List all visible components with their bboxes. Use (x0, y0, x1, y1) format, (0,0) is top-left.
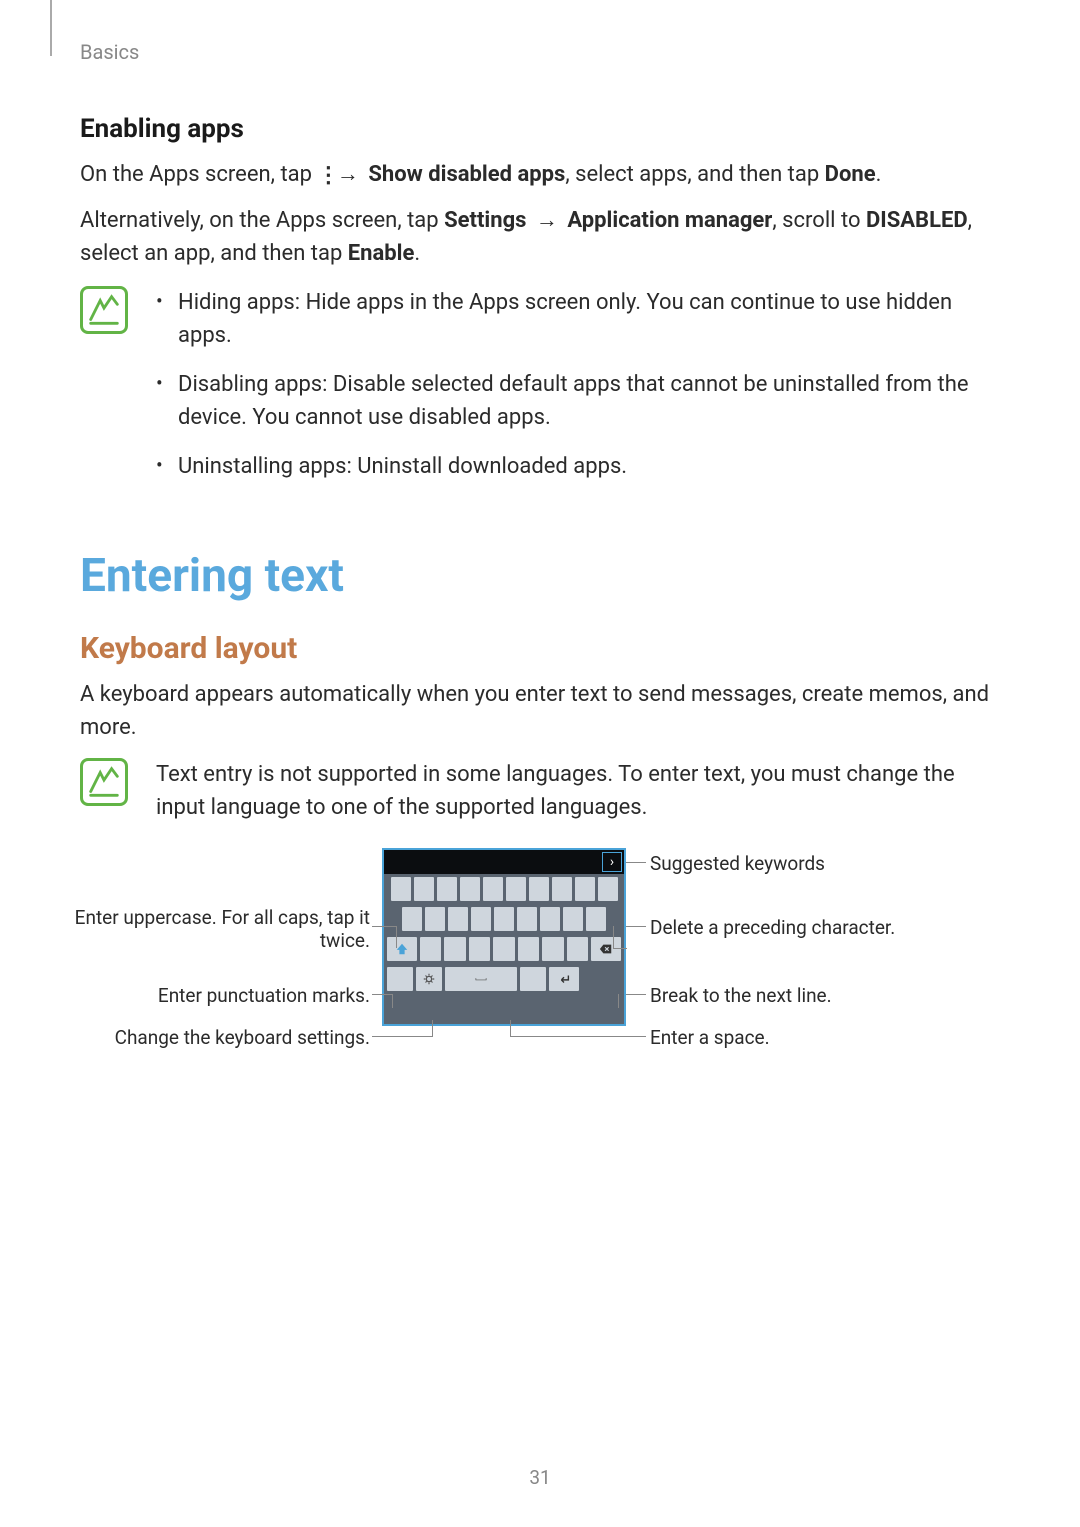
key (494, 907, 514, 931)
callout-uppercase: Enter uppercase. For all caps, tap it tw… (70, 906, 370, 954)
keyboard-diagram: › Suggested keywords Delete (80, 848, 1000, 1068)
key (469, 937, 490, 961)
list-item: Uninstalling apps: Uninstall downloaded … (156, 450, 1000, 483)
key-row (384, 904, 624, 934)
leader-line (618, 994, 619, 1008)
key (542, 937, 563, 961)
callout-settings: Change the keyboard settings. (70, 1026, 370, 1050)
key (586, 907, 606, 931)
text: , select apps, and then tap (565, 162, 824, 187)
more-icon (317, 159, 327, 192)
leader-line (510, 1036, 646, 1037)
callout-suggested: Suggested keywords (650, 852, 970, 876)
text-bold: Done (825, 162, 876, 187)
key (567, 937, 588, 961)
enabling-para-1: On the Apps screen, tap → Show disabled … (80, 158, 1000, 192)
note-single: Text entry is not supported in some lang… (80, 758, 1000, 824)
leader-line (396, 926, 397, 948)
header-rule (50, 0, 52, 56)
key (552, 877, 572, 901)
arrow-icon: → (337, 162, 359, 187)
key-row (384, 874, 624, 904)
leader-line (626, 994, 646, 995)
key (529, 877, 549, 901)
note-icon (80, 758, 128, 806)
leader-line (613, 948, 627, 949)
page-number: 31 (0, 1466, 1080, 1489)
key (493, 937, 514, 961)
callout-punct: Enter punctuation marks. (70, 984, 370, 1008)
leader-line (372, 994, 392, 995)
key (506, 877, 526, 901)
suggestion-bar: › (384, 850, 624, 874)
chevron-right-icon: › (602, 852, 622, 872)
arrow-icon: → (536, 208, 558, 233)
key (391, 877, 411, 901)
key (448, 907, 468, 931)
enabling-para-2: Alternatively, on the Apps screen, tap S… (80, 204, 1000, 270)
callout-break: Break to the next line. (650, 984, 970, 1008)
list-item: Disabling apps: Disable selected default… (156, 368, 1000, 434)
leader-line (372, 1036, 432, 1037)
key (518, 937, 539, 961)
text: . (876, 162, 882, 187)
callout-delete: Delete a preceding character. (650, 916, 970, 940)
leader-line (372, 926, 396, 927)
key (483, 877, 503, 901)
note-block: Hiding apps: Hide apps in the Apps scree… (80, 286, 1000, 499)
settings-key (416, 967, 442, 991)
note-bullets: Hiding apps: Hide apps in the Apps scree… (156, 286, 1000, 499)
text-bold: Application manager (567, 208, 772, 233)
entering-heading: Entering text (80, 549, 1000, 603)
text: , scroll to (772, 208, 866, 233)
key (437, 877, 457, 901)
text-bold: Enable (348, 241, 415, 266)
text: Alternatively, on the Apps screen, tap (80, 208, 444, 233)
note-icon (80, 286, 128, 334)
enter-key (549, 967, 579, 991)
space-key (445, 967, 517, 991)
note-text: Text entry is not supported in some lang… (156, 758, 1000, 824)
text-bold: Settings (444, 208, 526, 233)
backspace-key (591, 937, 621, 961)
key (575, 877, 595, 901)
key (402, 907, 422, 931)
section-label: Basics (80, 40, 1000, 64)
keyboard-layout-heading: Keyboard layout (80, 631, 1000, 666)
key (471, 907, 491, 931)
text: On the Apps screen, tap (80, 162, 317, 187)
text-bold: Show disabled apps (368, 162, 565, 187)
text: . (414, 241, 420, 266)
key (540, 907, 560, 931)
leader-line (510, 1020, 511, 1037)
leader-line (613, 926, 614, 948)
period-key (520, 967, 546, 991)
leader-line (626, 926, 646, 927)
leader-line (432, 1020, 433, 1037)
key (414, 877, 434, 901)
callout-space: Enter a space. (650, 1026, 970, 1050)
key (517, 907, 537, 931)
list-item: Hiding apps: Hide apps in the Apps scree… (156, 286, 1000, 352)
key (444, 937, 465, 961)
key (460, 877, 480, 901)
key (425, 907, 445, 931)
shift-key (387, 937, 417, 961)
leader-line (626, 862, 646, 863)
text-bold: DISABLED (866, 208, 968, 233)
keyboard-illustration: › (382, 848, 626, 1026)
key-row (384, 964, 624, 994)
key (598, 877, 618, 901)
keyboard-layout-para: A keyboard appears automatically when yo… (80, 678, 1000, 744)
symbol-key (387, 967, 413, 991)
key (563, 907, 583, 931)
key (420, 937, 441, 961)
enabling-heading: Enabling apps (80, 114, 1000, 144)
key-row (384, 934, 624, 964)
leader-line (392, 994, 393, 1008)
